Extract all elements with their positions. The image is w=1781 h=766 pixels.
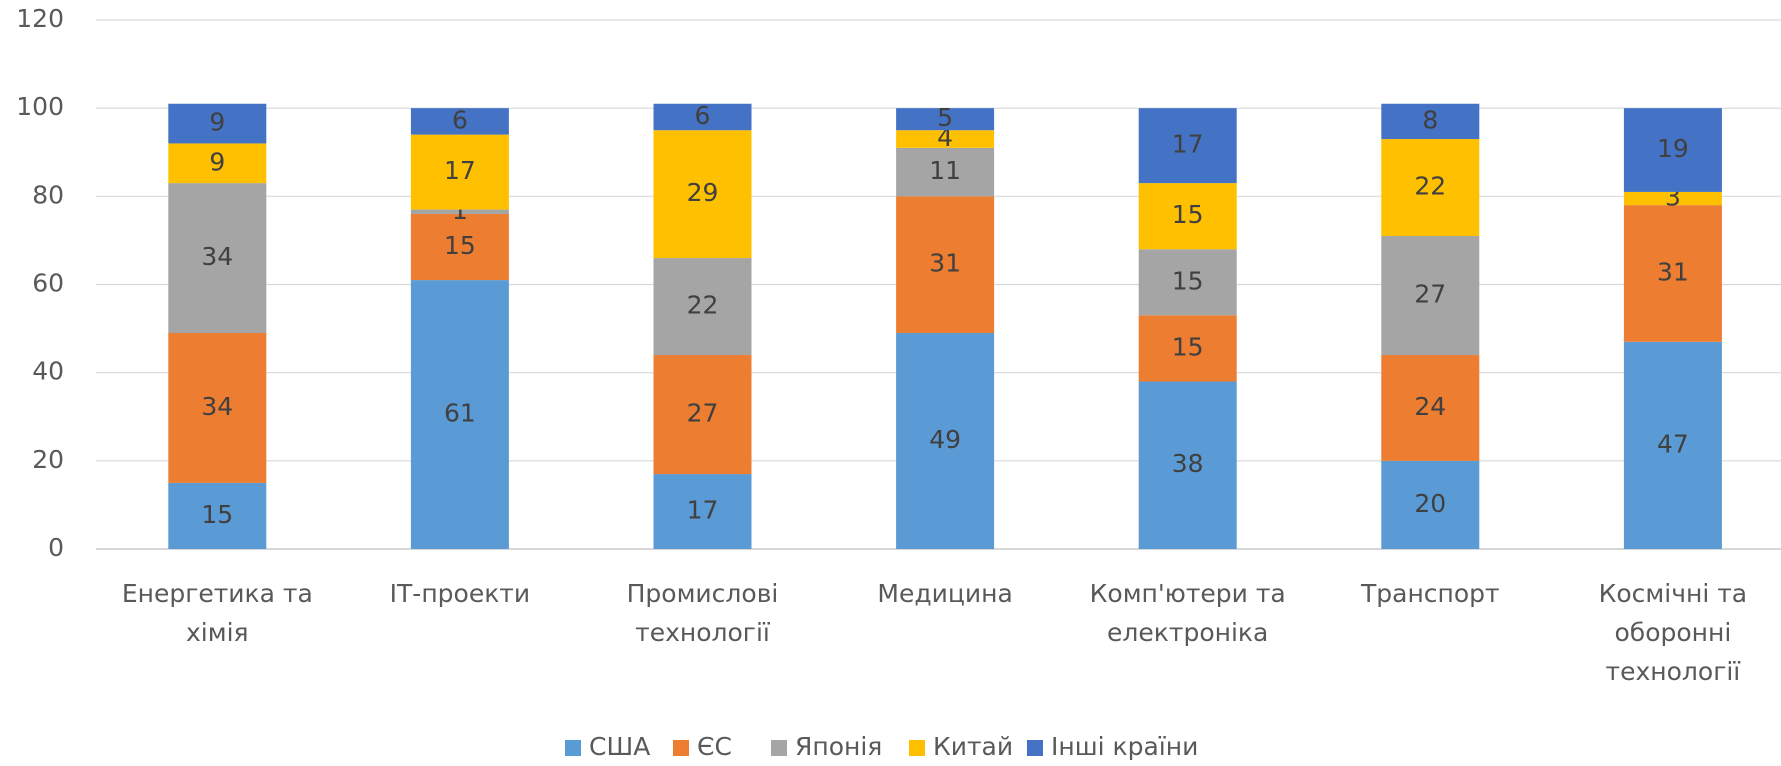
legend-label: ЄС [697,732,732,761]
y-tick-label: 60 [32,269,64,298]
bar-segment [896,147,995,197]
x-tick-label: Медицина [877,579,1013,608]
data-label: 9 [209,147,225,176]
legend-swatch [771,740,787,756]
data-label: 15 [1172,266,1204,295]
legend-swatch [673,740,689,756]
bar-segment [1138,183,1237,250]
legend-label: Інші країни [1051,732,1198,761]
bar-segment [168,103,267,144]
bar-segment [896,332,995,549]
data-label: 5 [937,103,953,132]
data-label: 31 [1657,257,1689,286]
bar-segment [1623,341,1722,549]
bar-segment [1623,191,1722,206]
data-label: 34 [201,242,233,271]
x-tick-label: ІТ-проекти [389,579,531,608]
bar-segment [1623,108,1722,192]
data-label: 61 [444,399,476,428]
y-tick-label: 100 [16,92,64,121]
x-tick-label: Енергетика та хімія [121,579,313,647]
bar-segment [1381,355,1480,461]
bar-segment [896,130,995,148]
data-label: 15 [444,231,476,260]
data-label: 17 [444,156,476,185]
legend-swatch [1027,740,1043,756]
bar-segment [1138,381,1237,549]
bar-segment [168,183,267,333]
legend-label: Китай [933,732,1013,761]
x-tick-label: Космічні та оборонні технології [1598,579,1748,686]
data-label: 22 [1414,172,1446,201]
data-label: 8 [1422,105,1438,134]
bar-segment [1381,460,1480,549]
data-label: 17 [1172,130,1204,159]
data-label: 17 [687,496,719,525]
data-label: 15 [1172,332,1204,361]
bar-segment [653,258,752,356]
bar-segment [653,355,752,475]
bar-segment [168,482,267,549]
bar-segment [410,134,509,210]
bar-segment [168,143,267,184]
data-label: 9 [209,108,225,137]
bar-segment [1623,205,1722,342]
legend-swatch [565,740,581,756]
bar-segment [1381,139,1480,237]
data-label: 27 [687,399,719,428]
y-tick-label: 20 [32,445,64,474]
bar-segment [896,108,995,131]
legend-swatch [909,740,925,756]
data-label: 38 [1172,449,1204,478]
bar-segment [168,332,267,483]
data-label: 20 [1414,489,1446,518]
bar-segment [1138,108,1237,184]
y-tick-label: 80 [32,180,64,209]
bar-segment [1138,249,1237,316]
data-label: 31 [929,249,961,278]
bar-segment [410,209,509,214]
y-tick-label: 0 [48,533,64,562]
bar-segment [653,130,752,259]
bar-segment [1138,315,1237,382]
data-label: 6 [695,101,711,130]
bar-segment [896,196,995,333]
bar-segment [410,213,509,281]
data-label: 22 [687,291,719,320]
y-tick-label: 40 [32,357,64,386]
data-label: 15 [1172,200,1204,229]
data-label: 19 [1657,134,1689,163]
bar-segment [1381,236,1480,356]
data-label: 47 [1657,429,1689,458]
x-tick-label: Промислові технології [626,579,779,647]
data-label: 49 [929,425,961,454]
x-tick-label: Комп'ютери та електроніка [1089,579,1286,647]
data-label: 11 [929,156,961,185]
bar-segment [653,474,752,549]
bar-segment [1381,103,1480,140]
y-tick-label: 120 [16,4,64,33]
data-label: 34 [201,392,233,421]
bar-segment [410,280,509,549]
legend-label: Японія [795,732,882,761]
legend-label: США [589,732,650,761]
data-label: 24 [1414,392,1446,421]
data-label: 6 [452,105,468,134]
data-label: 15 [201,500,233,529]
bar-segment [653,103,752,131]
bar-segment [410,108,509,135]
data-label: 4 [937,123,953,152]
x-tick-label: Транспорт [1360,579,1500,608]
data-label: 29 [687,178,719,207]
data-label: 27 [1414,280,1446,309]
